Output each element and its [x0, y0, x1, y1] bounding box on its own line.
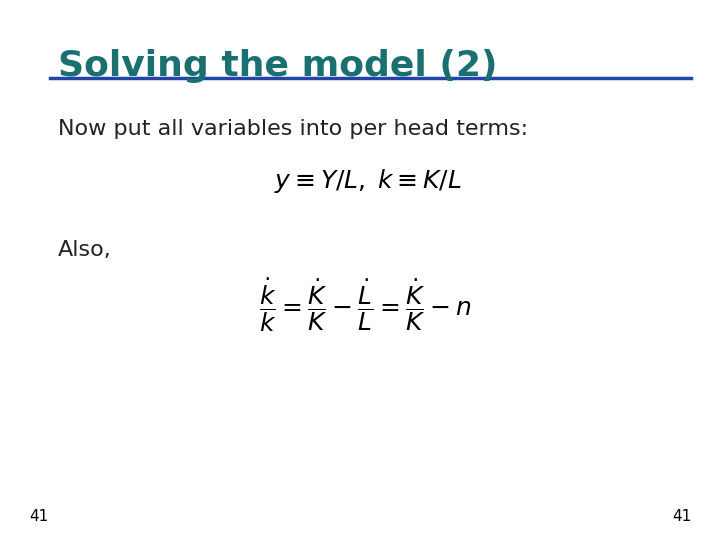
Text: $y \equiv Y / L,\; k \equiv K / L$: $y \equiv Y / L,\; k \equiv K / L$	[274, 167, 462, 195]
Text: Now put all variables into per head terms:: Now put all variables into per head term…	[58, 119, 528, 139]
Text: $\dfrac{\dot{k}}{k} = \dfrac{\dot{K}}{K} - \dfrac{\dot{L}}{L} = \dfrac{\dot{K}}{: $\dfrac{\dot{k}}{k} = \dfrac{\dot{K}}{K}…	[259, 276, 472, 334]
Text: Also,: Also,	[58, 240, 112, 260]
Text: 41: 41	[672, 509, 691, 524]
Text: Solving the model (2): Solving the model (2)	[58, 49, 497, 83]
Text: 41: 41	[29, 509, 48, 524]
